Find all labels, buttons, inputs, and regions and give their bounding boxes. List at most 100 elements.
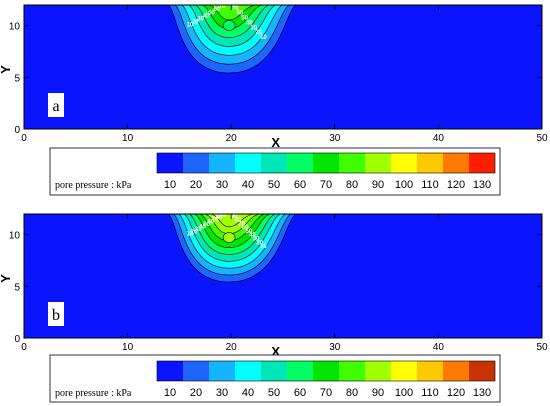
colorbar-swatch <box>209 153 235 173</box>
colorbar-swatch <box>209 361 235 381</box>
contour-label: 70 <box>238 221 245 227</box>
colorbar-value: 30 <box>216 387 228 399</box>
colorbar-swatch <box>183 153 209 173</box>
contour-label: 10 <box>187 232 194 238</box>
colorbar-value: 110 <box>421 387 439 399</box>
contour-label: 20 <box>255 30 262 36</box>
panel-label-box <box>48 302 64 326</box>
x-tick-label: 0 <box>21 342 27 353</box>
contour-label: 60 <box>207 220 214 226</box>
colorbar-value: 40 <box>242 179 254 191</box>
panel-label-box <box>48 93 64 117</box>
contour-label: 70 <box>212 217 219 223</box>
contour-label: 70 <box>219 4 226 10</box>
contour-label: 40 <box>249 233 256 239</box>
colorbar-legend-a: 10 20 30 40 50 60 70 80 90 100 110 120 130 pore press… <box>49 147 501 196</box>
colorbar-legend-b: 10 20 30 40 50 60 70 80 90 100 110 120 130 pore press… <box>49 354 501 403</box>
contour-label: 30 <box>195 227 202 233</box>
colorbar-swatch <box>417 153 443 173</box>
y-tick-label: 0 <box>14 125 20 136</box>
colorbar-swatch <box>261 153 287 173</box>
colorbar-value: 50 <box>268 179 280 191</box>
colorbar-title: pore pressure : kPa <box>55 388 132 399</box>
colorbar-swatch <box>183 361 209 381</box>
colorbar-value: 70 <box>320 387 332 399</box>
colorbar-value: 120 <box>447 179 465 191</box>
contour-label: 50 <box>208 10 215 16</box>
contour-label: 30 <box>197 17 204 23</box>
x-tick-label: 30 <box>329 133 341 144</box>
y-tick-label: 10 <box>9 231 21 242</box>
colorbar-value: 70 <box>320 179 332 191</box>
y-tick-label: 10 <box>9 22 21 33</box>
x-axis-label: X <box>271 344 280 359</box>
contour-label: 50 <box>245 229 252 235</box>
colorbar-swatch <box>469 153 495 173</box>
panel-label: b <box>52 307 60 324</box>
colorbar-swatch <box>313 361 339 381</box>
colorbar-swatch <box>469 361 495 381</box>
x-tick-label: 10 <box>122 133 134 144</box>
x-tick-label: 20 <box>226 342 238 353</box>
colorbar-value: 130 <box>473 387 491 399</box>
colorbar-value: 130 <box>473 179 491 191</box>
contour-peak <box>222 232 236 243</box>
panel-label: a <box>52 98 59 115</box>
contour-band <box>209 213 255 228</box>
contour-label: 20 <box>191 229 198 235</box>
y-axis-label: Y <box>0 65 13 74</box>
colorbar-swatch <box>443 361 469 381</box>
contour-label: 50 <box>203 222 210 228</box>
colorbar-swatch <box>235 361 261 381</box>
colorbar-swatch <box>391 153 417 173</box>
colorbar-value: 100 <box>395 387 413 399</box>
contour-label: 20 <box>256 240 263 246</box>
contour-label: 10 <box>260 244 267 250</box>
colorbar-swatch <box>157 361 183 381</box>
contour-label: 90 <box>220 212 227 218</box>
colorbar-swatch <box>339 153 365 173</box>
x-tick-label: 50 <box>536 133 548 144</box>
x-tick-label: 30 <box>329 342 341 353</box>
colorbar-swatch <box>365 153 391 173</box>
colorbar-value: 10 <box>164 387 176 399</box>
contour-label: 60 <box>237 11 244 17</box>
contour-label: 60 <box>242 225 249 231</box>
colorbar-value: 20 <box>190 179 202 191</box>
colorbar-swatch <box>287 153 313 173</box>
x-tick-label: 50 <box>536 342 548 353</box>
contour-label: 80 <box>216 215 223 221</box>
contour-label: 40 <box>199 224 206 230</box>
contour-label: 10 <box>187 23 194 29</box>
colorbar-frame <box>156 152 496 174</box>
x-tick-label: 0 <box>21 133 27 144</box>
colorbar-swatch <box>443 153 469 173</box>
colorbar-swatch <box>235 153 261 173</box>
colorbar-value: 30 <box>216 179 228 191</box>
contour-label: 50 <box>241 16 248 22</box>
contour-label: 60 <box>213 7 220 13</box>
colorbar-swatch <box>339 361 365 381</box>
colorbar-value: 60 <box>294 179 306 191</box>
colorbar-swatch <box>417 361 443 381</box>
y-tick-label: 5 <box>14 73 20 84</box>
colorbar-value: 120 <box>447 387 465 399</box>
contour-label: 30 <box>251 25 258 31</box>
contour-label: 80 <box>234 218 241 224</box>
colorbar-value: 40 <box>242 387 254 399</box>
colorbar-swatch <box>287 361 313 381</box>
colorbar-swatch <box>157 153 183 173</box>
colorbar-value: 80 <box>346 387 358 399</box>
contour-label: 30 <box>253 237 260 243</box>
contour-label: 40 <box>203 13 210 19</box>
x-tick-label: 10 <box>122 342 134 353</box>
colorbar-value: 90 <box>372 179 384 191</box>
colorbar-swatch <box>391 361 417 381</box>
contour-label: 40 <box>246 20 253 26</box>
colorbar-value: 60 <box>294 387 306 399</box>
y-tick-label: 5 <box>14 282 20 293</box>
x-tick-label: 40 <box>433 133 445 144</box>
